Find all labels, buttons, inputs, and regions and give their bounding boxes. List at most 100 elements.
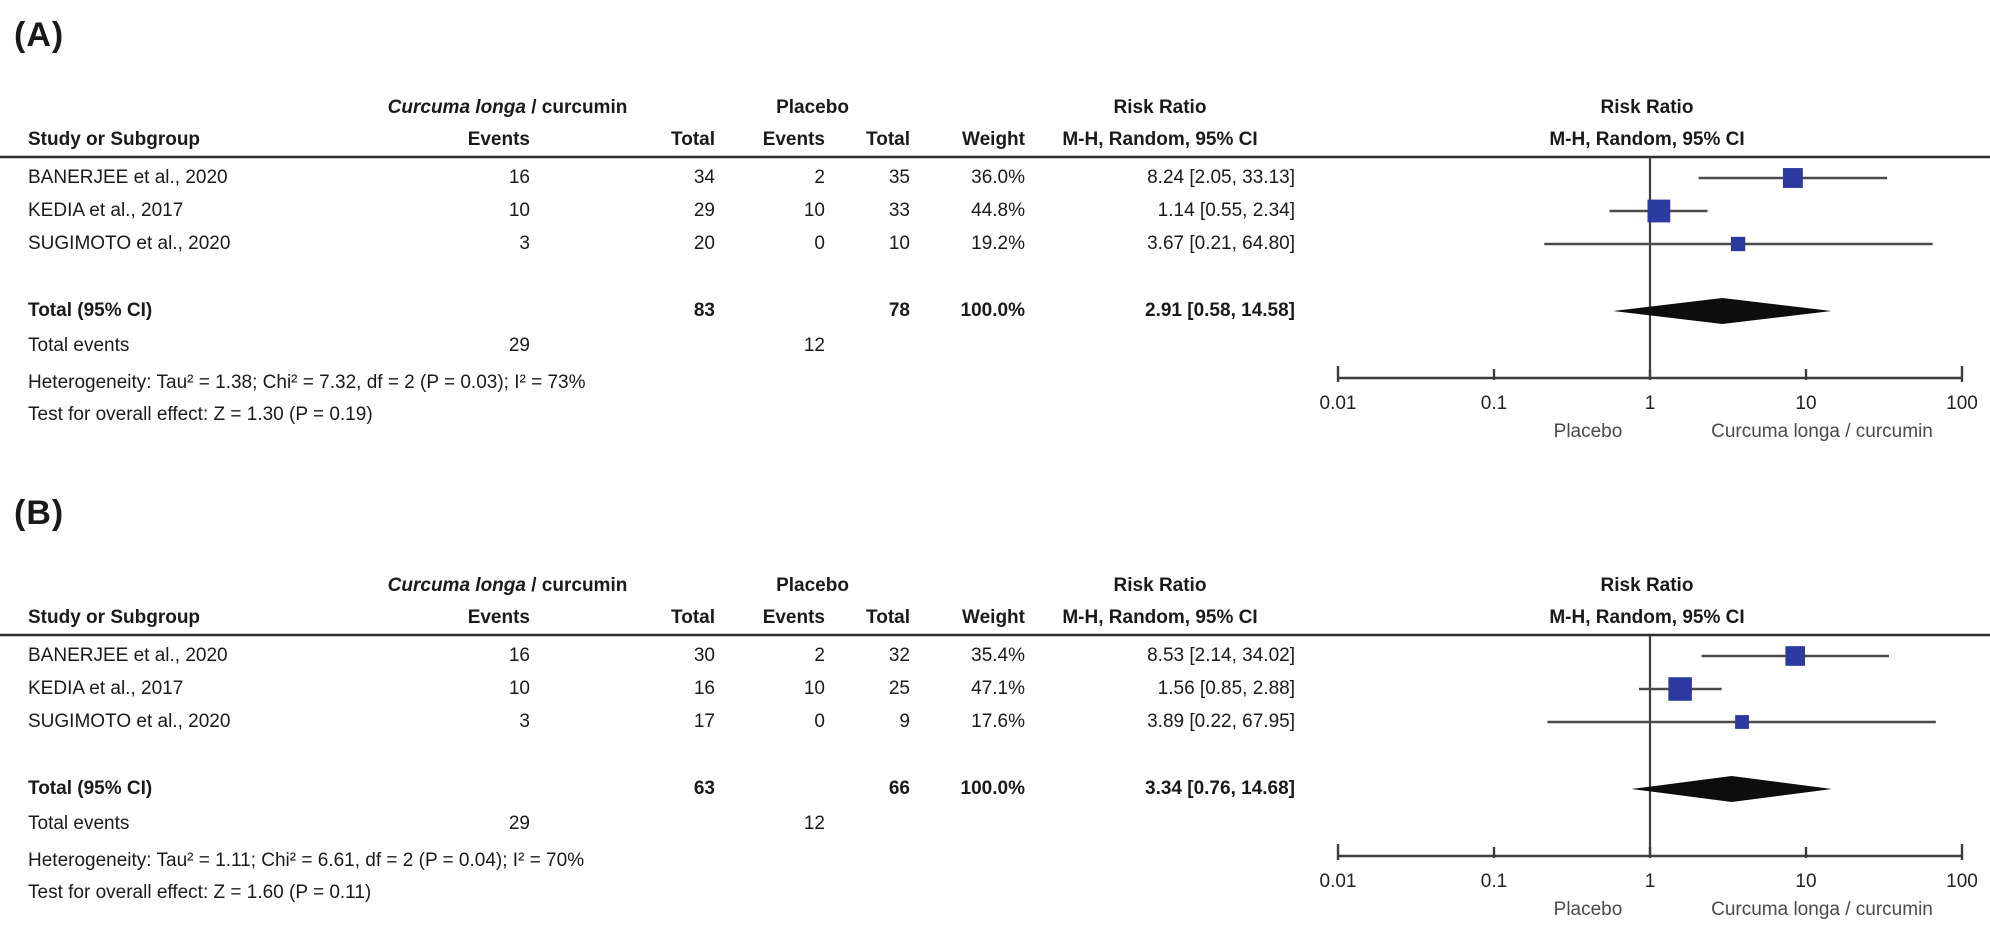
treatment-total: 17 xyxy=(693,711,715,732)
axis-tick-label: 10 xyxy=(1795,871,1816,892)
plot-method-title: M-H, Random, 95% CI xyxy=(1549,607,1745,628)
study-row: KEDIA et al., 2017 10 29 10 33 44.8% 1.1… xyxy=(28,199,1295,223)
group-header-row: Curcuma longa / curcumin Placebo Risk Ra… xyxy=(28,574,1295,598)
weight-header: Weight xyxy=(962,129,1025,150)
total-rr-ci: 3.34 [0.76, 14.68] xyxy=(1145,778,1295,799)
total-rr-ci: 2.91 [0.58, 14.58] xyxy=(1145,300,1295,321)
rr-ci-value: 8.53 [2.14, 34.02] xyxy=(1147,645,1295,666)
treatment-events: 10 xyxy=(508,200,530,221)
weight-value: 17.6% xyxy=(971,711,1025,732)
axis-tick-label: 1 xyxy=(1645,393,1656,414)
rr-ci-value: 1.14 [0.55, 2.34] xyxy=(1157,200,1295,221)
control-grand-total: 66 xyxy=(888,778,910,799)
treatment-events-header: Events xyxy=(467,129,530,150)
rr-method-header: M-H, Random, 95% CI xyxy=(1062,607,1258,628)
effect-square xyxy=(1668,677,1692,701)
treatment-total: 20 xyxy=(693,233,715,254)
total-events-label: Total events xyxy=(28,335,130,356)
control-group-header: Placebo xyxy=(776,575,849,596)
study-row: BANERJEE et al., 2020 16 30 2 32 35.4% 8… xyxy=(28,644,1295,668)
weight-value: 44.8% xyxy=(971,200,1025,221)
rr-ci-value: 1.56 [0.85, 2.88] xyxy=(1157,678,1295,699)
treatment-total: 29 xyxy=(693,200,715,221)
heterogeneity-text: Heterogeneity: Tau² = 1.11; Chi² = 6.61,… xyxy=(28,850,585,871)
study-name: KEDIA et al., 2017 xyxy=(28,200,184,221)
total-events-row: Total events 29 12 xyxy=(28,812,1295,836)
study-name: BANERJEE et al., 2020 xyxy=(28,645,228,666)
study-header: Study or Subgroup xyxy=(28,607,201,628)
total-row: Total (95% CI) 83 78 100.0% 2.91 [0.58, … xyxy=(28,299,1295,323)
treatment-grand-total: 63 xyxy=(693,778,715,799)
axis-tick-label: 100 xyxy=(1946,393,1978,414)
study-row: KEDIA et al., 2017 10 16 10 25 47.1% 1.5… xyxy=(28,677,1295,701)
overall-effect-text: Test for overall effect: Z = 1.30 (P = 0… xyxy=(28,404,373,425)
rr-column-title: Risk Ratio xyxy=(1113,575,1207,596)
panel-a: (A) Curcuma longa / curcumin Placebo Ris… xyxy=(0,0,1990,452)
weight-value: 47.1% xyxy=(971,678,1025,699)
treatment-total-events: 29 xyxy=(508,335,530,356)
control-grand-total: 78 xyxy=(888,300,910,321)
panel-b: (B) Curcuma longa / curcumin Placebo Ris… xyxy=(0,478,1990,930)
treatment-total: 30 xyxy=(693,645,715,666)
favours-left-label: Placebo xyxy=(1554,421,1623,442)
axis-tick-label: 10 xyxy=(1795,393,1816,414)
panel-label: (B) xyxy=(14,494,65,532)
rr-column-title: Risk Ratio xyxy=(1113,97,1207,118)
treatment-total: 16 xyxy=(693,678,715,699)
treatment-events: 16 xyxy=(508,645,530,666)
axis-tick-label: 0.1 xyxy=(1481,871,1507,892)
control-total-header: Total xyxy=(866,607,910,628)
favours-left-label: Placebo xyxy=(1554,899,1623,920)
control-events: 2 xyxy=(814,167,825,188)
rr-ci-value: 3.89 [0.22, 67.95] xyxy=(1147,711,1295,732)
plot-title: Risk Ratio xyxy=(1600,97,1694,118)
effect-square xyxy=(1730,236,1746,252)
treatment-total-events: 29 xyxy=(508,813,530,834)
axis-tick-label: 0.1 xyxy=(1481,393,1507,414)
weight-value: 36.0% xyxy=(971,167,1025,188)
control-total: 32 xyxy=(888,645,910,666)
treatment-group-italic: Curcuma longa xyxy=(387,575,526,596)
control-total: 25 xyxy=(888,678,910,699)
control-total: 35 xyxy=(888,167,910,188)
control-events: 2 xyxy=(814,645,825,666)
control-events-header: Events xyxy=(762,607,825,628)
control-events-header: Events xyxy=(762,129,825,150)
treatment-events: 3 xyxy=(519,233,530,254)
control-total-events: 12 xyxy=(803,335,825,356)
control-events: 10 xyxy=(803,678,825,699)
total-label: Total (95% CI) xyxy=(28,300,153,321)
total-weight: 100.0% xyxy=(960,778,1025,799)
axis-tick-label: 0.01 xyxy=(1320,871,1357,892)
control-group-header: Placebo xyxy=(776,97,849,118)
study-header: Study or Subgroup xyxy=(28,129,201,150)
treatment-group-rest: / curcumin xyxy=(525,97,628,118)
rr-ci-value: 3.67 [0.21, 64.80] xyxy=(1147,233,1295,254)
treatment-total-header: Total xyxy=(671,129,715,150)
study-name: SUGIMOTO et al., 2020 xyxy=(28,711,231,732)
weight-value: 19.2% xyxy=(971,233,1025,254)
effect-square xyxy=(1782,168,1803,188)
axis-tick-label: 1 xyxy=(1645,871,1656,892)
plot-method-title: M-H, Random, 95% CI xyxy=(1549,129,1745,150)
panel-label: (A) xyxy=(14,16,65,54)
control-total: 10 xyxy=(888,233,910,254)
axis-tick-label: 0.01 xyxy=(1320,393,1357,414)
weight-header: Weight xyxy=(962,607,1025,628)
axis-tick-label: 100 xyxy=(1946,871,1978,892)
effect-square xyxy=(1735,715,1749,729)
treatment-group-header: Curcuma longa / curcumin xyxy=(300,574,715,598)
total-label: Total (95% CI) xyxy=(28,778,153,799)
rr-ci-value: 8.24 [2.05, 33.13] xyxy=(1147,167,1295,188)
rr-method-header: M-H, Random, 95% CI xyxy=(1062,129,1258,150)
treatment-events-header: Events xyxy=(467,607,530,628)
study-name: KEDIA et al., 2017 xyxy=(28,678,184,699)
column-header-row: Study or Subgroup Events Total Events To… xyxy=(28,128,1295,152)
study-row: SUGIMOTO et al., 2020 3 20 0 10 19.2% 3.… xyxy=(28,232,1295,256)
plot-title: Risk Ratio xyxy=(1600,575,1694,596)
summary-diamond xyxy=(1631,776,1833,802)
treatment-group-italic: Curcuma longa xyxy=(387,97,526,118)
